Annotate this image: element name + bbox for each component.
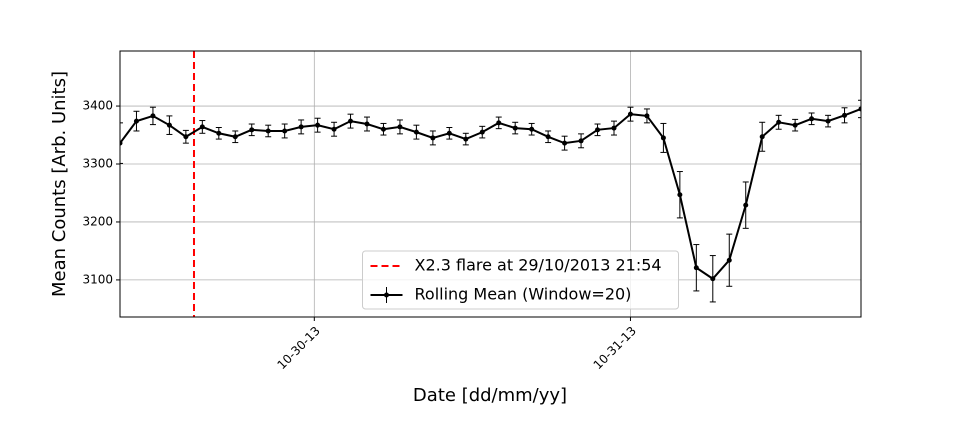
data-point: [693, 265, 699, 271]
x-tick-label: 10-30-13: [274, 324, 322, 372]
data-point: [348, 118, 354, 124]
data-point: [644, 113, 650, 119]
data-point: [413, 129, 419, 135]
plot: [120, 51, 861, 317]
legend-box: [362, 250, 679, 310]
y-axis-label: Mean Counts [Arb. Units]: [49, 71, 70, 297]
legend-label: X2.3 flare at 29/10/2013 21:54: [415, 256, 662, 275]
data-point: [677, 192, 683, 198]
data-point: [397, 124, 403, 130]
data-point: [265, 128, 271, 134]
data-point: [380, 126, 386, 132]
plot-frame: [119, 50, 862, 318]
data-point: [331, 126, 337, 132]
data-point: [364, 121, 370, 127]
y-tick-label: 3200: [82, 214, 113, 228]
x-axis-label: Date [dd/mm/yy]: [413, 385, 567, 406]
legend-label: Rolling Mean (Window=20): [415, 285, 632, 304]
data-point: [578, 138, 584, 144]
data-point: [562, 140, 568, 146]
data-point: [315, 122, 321, 128]
y-tick-label: 3400: [82, 99, 113, 113]
data-point: [430, 135, 436, 141]
data-point: [776, 119, 782, 125]
data-point: [150, 113, 156, 119]
data-point: [529, 126, 535, 132]
data-point: [249, 127, 255, 133]
data-point: [627, 111, 633, 117]
data-point: [446, 130, 452, 136]
x-tick-label: 10-31-13: [591, 324, 639, 372]
data-point: [133, 118, 139, 124]
data-point: [282, 128, 288, 134]
data-point: [809, 116, 815, 122]
data-point: [611, 125, 617, 131]
data-point: [166, 122, 172, 128]
series-line: [120, 108, 861, 281]
data-point: [216, 130, 222, 136]
data-point: [726, 257, 732, 263]
data-point: [759, 134, 765, 140]
error-bar: [858, 99, 861, 119]
y-tick-label: 3300: [82, 157, 113, 171]
data-point: [743, 202, 749, 208]
data-point: [512, 125, 518, 131]
data-point: [120, 140, 123, 146]
data-point: [825, 118, 831, 124]
data-point: [479, 129, 485, 135]
y-tick-label: 3100: [82, 272, 113, 286]
data-point: [496, 120, 502, 126]
data-point: [660, 135, 666, 141]
data-point: [792, 122, 798, 128]
data-point: [858, 106, 861, 112]
legend-swatch: [384, 292, 389, 298]
data-point: [710, 276, 716, 282]
data-point: [183, 134, 189, 140]
data-point: [842, 112, 848, 118]
data-point: [545, 134, 551, 140]
data-point: [232, 134, 238, 140]
data-point: [199, 124, 205, 130]
data-point: [463, 136, 469, 142]
data-point: [595, 127, 601, 133]
data-point: [298, 124, 304, 130]
error-bar: [120, 122, 123, 164]
